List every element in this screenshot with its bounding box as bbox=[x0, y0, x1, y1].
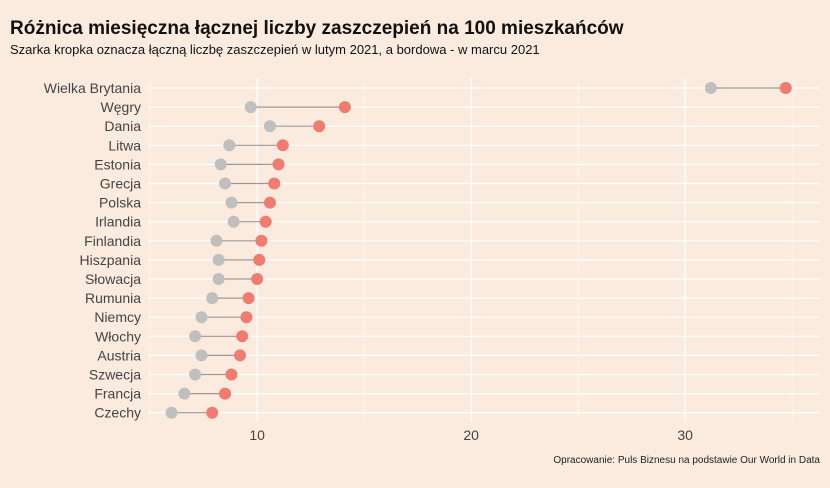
march-point bbox=[206, 406, 219, 419]
march-point bbox=[236, 330, 249, 343]
february-point bbox=[223, 139, 236, 152]
category-label: Polska bbox=[99, 195, 141, 211]
march-point bbox=[255, 234, 268, 247]
category-label: Rumunia bbox=[85, 290, 141, 306]
x-tick-label: 20 bbox=[463, 427, 479, 443]
february-point bbox=[165, 406, 178, 419]
march-point bbox=[313, 120, 326, 133]
x-tick-label: 10 bbox=[249, 427, 265, 443]
march-point bbox=[272, 158, 285, 171]
february-point bbox=[263, 120, 276, 133]
february-point bbox=[212, 273, 225, 285]
category-label: Litwa bbox=[108, 137, 141, 153]
february-point bbox=[210, 234, 223, 247]
february-point bbox=[195, 349, 208, 362]
category-label: Czechy bbox=[94, 405, 141, 421]
category-label: Słowacja bbox=[85, 271, 141, 287]
march-point bbox=[268, 177, 281, 190]
category-label: Grecja bbox=[100, 176, 141, 192]
february-point bbox=[244, 101, 257, 114]
february-point bbox=[227, 215, 240, 228]
march-point bbox=[225, 368, 238, 381]
february-point bbox=[195, 311, 208, 324]
category-label: Węgry bbox=[101, 99, 141, 115]
x-tick-label: 30 bbox=[677, 427, 693, 443]
february-point bbox=[225, 196, 238, 209]
chart-subtitle: Szarka kropka oznacza łączną liczbę zasz… bbox=[10, 42, 540, 57]
category-label: Finlandia bbox=[84, 233, 141, 249]
category-label: Włochy bbox=[95, 328, 141, 344]
category-label: Niemcy bbox=[94, 309, 141, 325]
february-point bbox=[178, 387, 191, 400]
category-label: Wielka Brytania bbox=[44, 80, 141, 96]
connector-lines bbox=[171, 87, 786, 414]
grid-lines bbox=[148, 78, 820, 422]
february-point bbox=[189, 368, 202, 381]
category-labels: Wielka Brytania Węgry Dania Litwa Estonia Gre… bbox=[44, 80, 141, 421]
february-point bbox=[219, 177, 232, 190]
march-point bbox=[276, 139, 289, 152]
x-tick-labels: 10 20 30 bbox=[249, 427, 693, 443]
category-label: Austria bbox=[97, 347, 141, 363]
march-point bbox=[240, 311, 253, 324]
chart-title: Różnica miesięczna łącznej liczby zaszcz… bbox=[10, 18, 624, 39]
category-label: Francja bbox=[94, 386, 141, 402]
march-point bbox=[253, 253, 266, 266]
february-point bbox=[214, 158, 227, 171]
march-point bbox=[779, 82, 792, 94]
source-caption: Opracowanie: Puls Biznesu na podstawie O… bbox=[553, 455, 820, 466]
february-point bbox=[189, 330, 202, 343]
february-point bbox=[206, 292, 219, 305]
march-point bbox=[242, 292, 255, 305]
february-point bbox=[212, 253, 225, 266]
march-point bbox=[263, 196, 276, 209]
category-label: Dania bbox=[104, 118, 141, 134]
march-point bbox=[234, 349, 247, 362]
category-label: Estonia bbox=[94, 156, 141, 172]
march-point bbox=[251, 273, 264, 285]
category-label: Hiszpania bbox=[80, 252, 142, 268]
march-point bbox=[219, 387, 232, 400]
category-label: Irlandia bbox=[95, 214, 141, 230]
data-points bbox=[165, 82, 792, 419]
february-point bbox=[704, 82, 717, 94]
category-label: Szwecja bbox=[89, 367, 141, 383]
march-point bbox=[338, 101, 351, 114]
march-point bbox=[259, 215, 272, 228]
